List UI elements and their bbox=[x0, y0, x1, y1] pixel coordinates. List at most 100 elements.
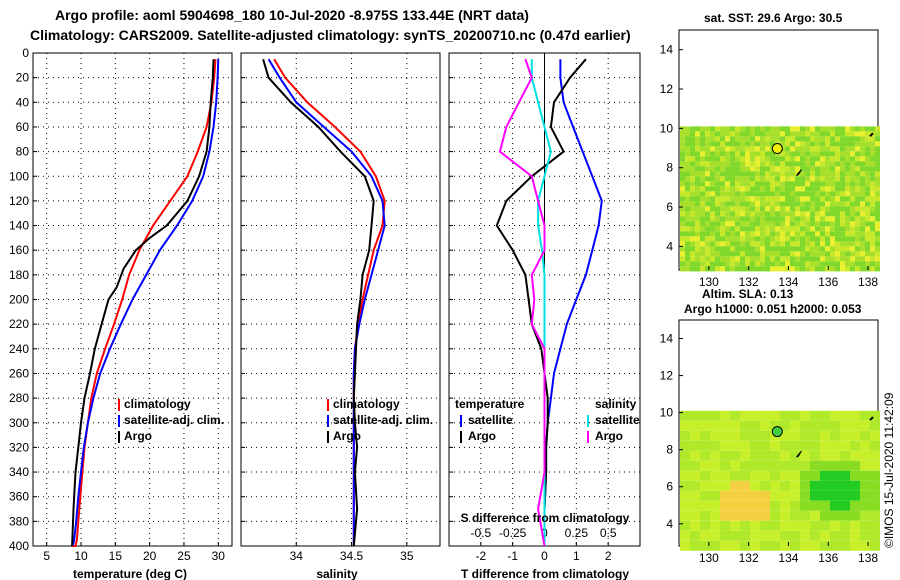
map-cell bbox=[840, 171, 845, 177]
map-cell bbox=[810, 176, 815, 182]
map-cell bbox=[840, 141, 845, 147]
map-cell bbox=[735, 161, 740, 167]
map-cell bbox=[710, 460, 720, 471]
map-cell bbox=[825, 131, 830, 137]
map-cell bbox=[800, 191, 805, 197]
map-cell bbox=[760, 241, 765, 247]
map-cell bbox=[740, 176, 745, 182]
map-cell bbox=[730, 171, 735, 177]
map-cell bbox=[720, 171, 725, 177]
map-cell bbox=[810, 141, 815, 147]
map-cell bbox=[800, 490, 810, 501]
map-cell bbox=[875, 151, 880, 157]
map-cell bbox=[845, 196, 850, 202]
map-cell bbox=[830, 490, 840, 501]
map-cell bbox=[750, 131, 755, 137]
map-cell bbox=[730, 166, 735, 172]
map-cell bbox=[690, 246, 695, 252]
map-cell bbox=[745, 176, 750, 182]
map-cell bbox=[860, 236, 865, 242]
salinity-xtick-label: 35 bbox=[400, 549, 414, 563]
map-cell bbox=[810, 181, 815, 187]
map-cell bbox=[865, 156, 870, 162]
map-cell bbox=[805, 141, 810, 147]
map-cell bbox=[720, 226, 725, 232]
map-cell bbox=[715, 246, 720, 252]
map-cell bbox=[760, 540, 770, 551]
map-cell bbox=[680, 231, 685, 237]
map-cell bbox=[710, 261, 715, 267]
map-cell bbox=[870, 450, 880, 461]
map-cell bbox=[835, 181, 840, 187]
map-cell bbox=[800, 196, 805, 202]
map-cell bbox=[725, 246, 730, 252]
map-cell bbox=[720, 211, 725, 217]
map-cell bbox=[680, 480, 690, 491]
map-cell bbox=[755, 251, 760, 257]
map-cell bbox=[860, 510, 870, 521]
map-cell bbox=[870, 520, 880, 531]
map-cell bbox=[695, 191, 700, 197]
map-cell bbox=[700, 146, 705, 152]
sla-map-subtitle: Argo h1000: 0.051 h2000: 0.053 bbox=[684, 302, 862, 316]
map-cell bbox=[845, 261, 850, 267]
map-cell bbox=[830, 460, 840, 471]
map-cell bbox=[720, 410, 730, 421]
map-cell bbox=[840, 161, 845, 167]
imos-stamp: ©IMOS 15-Jul-2020 11:42:09 bbox=[882, 392, 896, 548]
map-cell bbox=[820, 520, 830, 531]
map-cell bbox=[680, 261, 685, 267]
map-cell bbox=[770, 241, 775, 247]
map-cell bbox=[700, 236, 705, 242]
difference-xtick-label: -2 bbox=[475, 549, 486, 563]
map-cell bbox=[770, 236, 775, 242]
map-cell bbox=[750, 430, 760, 441]
legend-swatch-t-argo bbox=[460, 431, 462, 443]
map-cell bbox=[790, 181, 795, 187]
map-cell bbox=[790, 480, 800, 491]
map-cell bbox=[730, 500, 740, 511]
difference-xtick-label: 2 bbox=[605, 549, 612, 563]
map-cell bbox=[860, 141, 865, 147]
map-cell bbox=[715, 141, 720, 147]
map-cell bbox=[705, 206, 710, 212]
temperature-xtick-label: 30 bbox=[212, 549, 226, 563]
map-cell bbox=[820, 181, 825, 187]
map-cell bbox=[740, 171, 745, 177]
map-cell bbox=[690, 470, 700, 481]
map-cell bbox=[785, 226, 790, 232]
map-cell bbox=[840, 246, 845, 252]
map-cell bbox=[790, 460, 800, 471]
map-cell bbox=[720, 490, 730, 501]
map-cell bbox=[715, 126, 720, 132]
map-cell bbox=[810, 131, 815, 137]
map-cell bbox=[845, 266, 850, 272]
map-cell bbox=[710, 266, 715, 272]
map-cell bbox=[735, 251, 740, 257]
salinity-legend: climatology satellite-adj. clim. Argo bbox=[327, 397, 433, 443]
map-cell bbox=[720, 231, 725, 237]
map-cell bbox=[685, 176, 690, 182]
map-cell bbox=[800, 181, 805, 187]
map-cell bbox=[800, 530, 810, 541]
map-cell bbox=[705, 256, 710, 262]
map-cell bbox=[875, 206, 880, 212]
map-cell bbox=[785, 161, 790, 167]
map-cell bbox=[745, 141, 750, 147]
map-cell bbox=[730, 261, 735, 267]
map-cell bbox=[870, 480, 880, 491]
map-cell bbox=[875, 256, 880, 262]
map-cell bbox=[860, 161, 865, 167]
map-cell bbox=[775, 166, 780, 172]
map-cell bbox=[760, 221, 765, 227]
map-cell bbox=[725, 146, 730, 152]
map-cell bbox=[740, 236, 745, 242]
map-cell bbox=[785, 236, 790, 242]
map-cell bbox=[820, 141, 825, 147]
map-cell bbox=[765, 131, 770, 137]
map-cell bbox=[865, 246, 870, 252]
map-cell bbox=[750, 540, 760, 551]
map-cell bbox=[835, 231, 840, 237]
map-cell bbox=[755, 166, 760, 172]
map-cell bbox=[855, 216, 860, 222]
